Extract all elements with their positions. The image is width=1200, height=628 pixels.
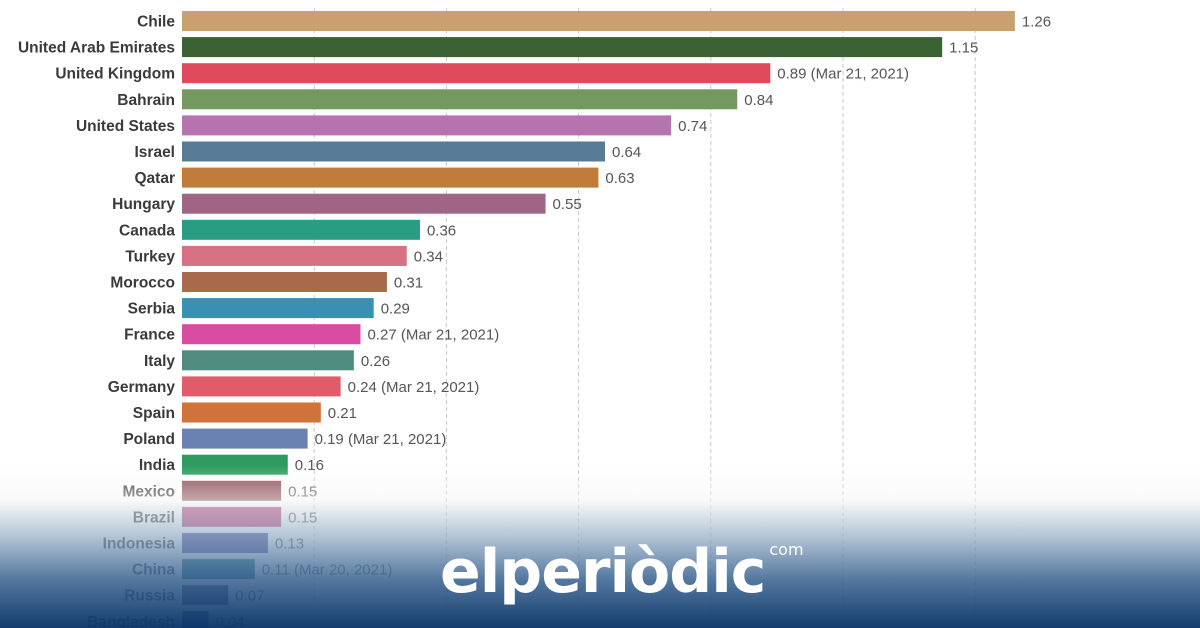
data-label: 0.11 (Mar 20, 2021) [262,562,393,579]
bar [182,219,420,240]
bar [182,89,738,110]
data-label: 0.55 [553,196,582,213]
data-label: 0.26 [361,353,390,370]
bar [182,428,308,449]
bar [182,115,672,136]
bar [182,533,268,553]
data-label: 0.19 (Mar 21, 2021) [315,431,447,448]
category-label: Mexico [122,483,175,500]
category-label: United Arab Emirates [18,40,175,57]
category-label: Serbia [128,301,176,318]
bar [182,298,374,319]
data-label: 0.24 (Mar 21, 2021) [348,379,480,396]
data-label: 0.13 [275,536,304,553]
data-label: 0.16 [295,457,324,474]
elperiodic-logo: elperiòdic com [440,537,804,607]
data-label: 1.15 [949,40,978,57]
bar [182,559,255,580]
bar [182,585,229,606]
category-label: Indonesia [103,536,176,553]
category-label: Russia [124,588,175,605]
data-label: 0.21 [328,405,357,422]
data-label: 0.04 [215,614,244,628]
category-label: United States [76,118,175,135]
bar [182,11,1015,31]
logo-suffix: com [769,540,804,559]
category-label: France [124,327,175,344]
bar [182,454,288,475]
category-label: Hungary [112,196,175,213]
category-label: Brazil [133,509,175,526]
category-label: Poland [123,431,175,448]
data-label: 0.36 [427,222,456,239]
category-label: Canada [119,222,175,239]
data-label: 0.31 [394,275,423,292]
data-label: 0.64 [612,144,641,161]
bar [182,350,354,371]
bar [182,141,606,162]
bar [182,324,361,345]
category-label: Spain [133,405,175,422]
category-label: Morocco [110,275,175,292]
bars: Chile 1.26 United Arab Emirates 1.15 United … [18,11,1051,628]
data-label: 0.89 (Mar 21, 2021) [777,66,909,83]
category-label: Turkey [125,248,175,265]
category-label: United Kingdom [55,66,175,83]
data-label: 0.27 (Mar 21, 2021) [367,327,499,344]
data-label: 0.74 [678,118,707,135]
data-label: 0.29 [381,301,410,318]
bar [182,272,387,292]
category-label: Qatar [135,170,176,187]
bar [182,167,599,188]
bar [182,63,771,84]
logo-text: elperiòdic [440,537,766,607]
bar [182,37,943,58]
category-label: Chile [137,14,175,31]
bar [182,480,282,501]
bar [182,376,341,397]
category-label: Germany [108,379,176,396]
bar [182,611,209,628]
category-label: Italy [144,353,175,370]
data-label: 1.26 [1022,14,1051,31]
category-label: Bahrain [117,92,175,109]
category-label: Israel [134,144,175,161]
category-label: India [139,457,176,474]
data-label: 0.34 [414,248,443,265]
bar [182,402,321,423]
data-label: 0.15 [288,483,317,500]
bar [182,506,282,527]
category-label: China [132,562,175,579]
bar [182,193,546,214]
category-label: Bangladesh [87,614,175,628]
data-label: 0.07 [235,588,264,605]
data-label: 0.63 [605,170,634,187]
data-label: 0.15 [288,509,317,526]
data-label: 0.84 [744,92,773,109]
bar [182,245,407,266]
